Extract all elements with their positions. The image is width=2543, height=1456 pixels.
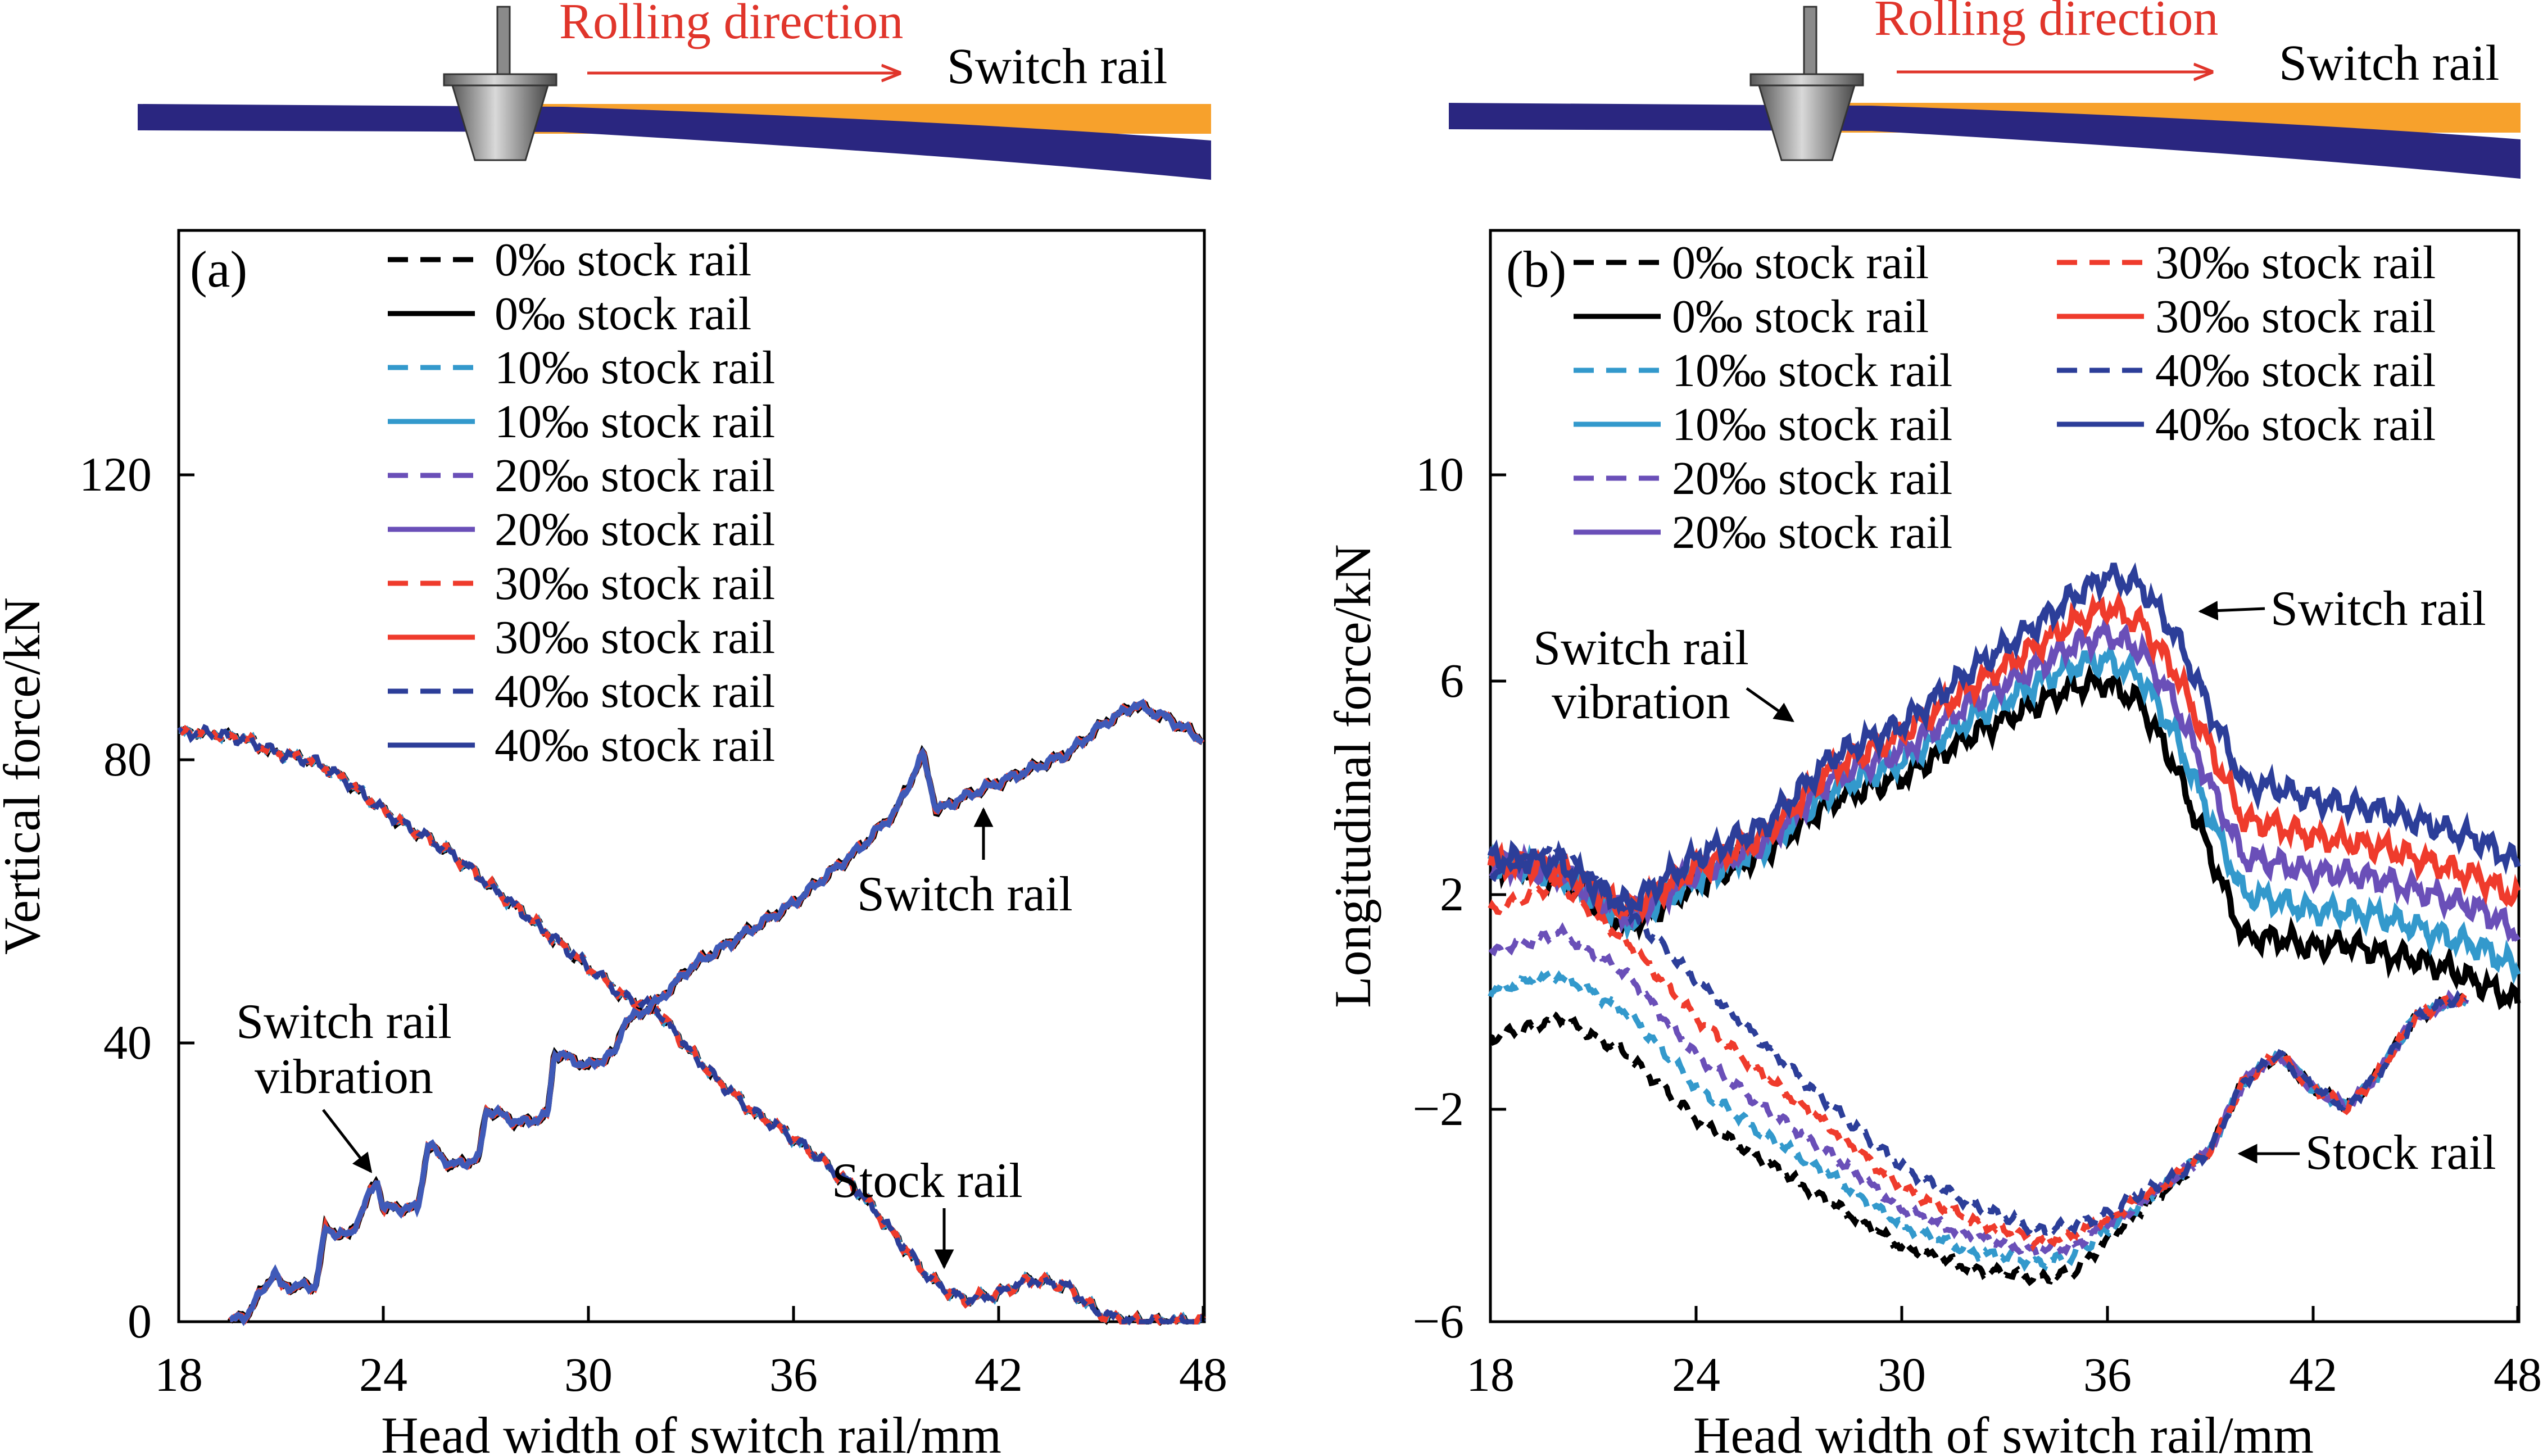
legend-b-entry: 0‰ stock rail: [1672, 291, 1929, 343]
lines-a: [177, 698, 1206, 1326]
vibration-arrow-b: [1746, 687, 1794, 723]
legend-a-entry: 20‰ stock rail: [495, 504, 775, 556]
x-tick-a-1: 24: [359, 1348, 407, 1401]
legend-a-entry: 0‰ stock rail: [495, 288, 751, 340]
rail-diagram-b: Rolling direction Switch rail: [1449, 0, 2521, 179]
legend-a: [388, 257, 475, 748]
legend-b-entry: 10‰ stock rail: [1672, 398, 1952, 451]
stock-rail-line-7: [1488, 922, 2469, 1260]
legend-a-entry: 30‰ stock rail: [495, 611, 775, 664]
y-axis-label-b: Longitudinal force/kN: [1324, 544, 1381, 1008]
switch-rail-line-0: [1488, 663, 2521, 1010]
switch-rail-line-40: [229, 698, 1204, 1326]
x-tick-a-5: 48: [1179, 1348, 1227, 1401]
ticks-b: [1489, 473, 2519, 1323]
panel-a: Rolling direction Switch rail 18 24 30: [0, 0, 1227, 1456]
y-tick-b-3: 6: [1440, 654, 1464, 707]
legend-b-entry: 30‰ stock rail: [2155, 291, 2436, 343]
stock-rail-shape: [138, 104, 1211, 180]
legend-b-entry: 0‰ stock rail: [1672, 237, 1929, 289]
vibration-annotation-b-line2: vibration: [1552, 675, 1730, 729]
panel-label-b: (b): [1506, 241, 1566, 298]
x-tick-a-2: 30: [564, 1348, 613, 1401]
y-tick-a-1: 40: [103, 1015, 152, 1069]
y-tick-b-4: 10: [1416, 447, 1464, 501]
legend-b-entry: 40‰ stock rail: [2155, 344, 2436, 397]
x-tick-b-4: 42: [2289, 1348, 2337, 1401]
x-tick-a-0: 18: [155, 1348, 203, 1401]
stock-rail-annotation-a: Stock rail: [832, 1154, 1023, 1208]
x-tick-a-4: 42: [974, 1348, 1023, 1401]
stock-rail-annotation-b: Stock rail: [2305, 1126, 2496, 1180]
y-axis-label-a: Vertical force/kN: [0, 597, 51, 955]
wheel-icon: [1749, 6, 1864, 161]
switch-rail-annotation-a: Switch rail: [857, 867, 1073, 922]
x-axis-label-a: Head width of switch rail/mm: [381, 1407, 1001, 1456]
plot-frame-a: [177, 229, 1206, 1323]
y-tick-b-1: −2: [1412, 1082, 1464, 1136]
diagram-switch-rail-label: Switch rail: [2279, 35, 2499, 91]
panel-b: Rolling direction Switch rail 18 24 30 3…: [1324, 0, 2542, 1456]
y-tick-b-0: −6: [1412, 1294, 1464, 1348]
switch-rail-annotation-b: Switch rail: [2270, 582, 2486, 636]
vibration-annotation-a-line2: vibration: [255, 1050, 433, 1104]
legend-b-entry: 30‰ stock rail: [2155, 237, 2436, 289]
vibration-annotation-a-line1: Switch rail: [236, 995, 452, 1049]
switch-rail-line-3: [1487, 591, 2521, 924]
x-axis-label-b: Head width of switch rail/mm: [1693, 1407, 2314, 1456]
legend-a-entry: 10‰ stock rail: [495, 342, 775, 394]
vibration-arrow-a: [322, 1109, 373, 1173]
rolling-direction-label: Rolling direction: [1874, 0, 2218, 46]
stock-rail-line-9: [1489, 841, 2468, 1236]
stock-rail-line-40: [177, 724, 1206, 1326]
y-tick-a-0: 0: [128, 1294, 152, 1348]
rail-diagram-a: Rolling direction Switch rail: [138, 0, 1211, 180]
legend-b-entry: 20‰ stock rail: [1672, 452, 1952, 505]
x-tick-b-0: 18: [1466, 1348, 1515, 1401]
legend-b-entry: 20‰ stock rail: [1672, 506, 1952, 559]
switch-rail-arrow-b: [2198, 601, 2265, 621]
stock-rail-shape: [1449, 103, 2521, 179]
diagram-switch-rail-label: Switch rail: [947, 39, 1167, 94]
panel-label-a: (a): [190, 241, 247, 298]
legend-a-entry: 40‰ stock rail: [495, 719, 775, 772]
legend-a-entry: 20‰ stock rail: [495, 450, 775, 502]
legend-a-entry: 40‰ stock rail: [495, 665, 775, 718]
legend-b-entry: 40‰ stock rail: [2155, 398, 2436, 451]
vibration-annotation-b-line1: Switch rail: [1533, 621, 1749, 675]
x-tick-b-5: 48: [2494, 1348, 2542, 1401]
x-tick-a-3: 36: [769, 1348, 818, 1401]
y-tick-a-2: 80: [103, 732, 152, 786]
legend-b: [1574, 260, 2144, 535]
wheel-icon: [443, 6, 557, 161]
ticks-a: [177, 473, 1205, 1323]
rolling-direction-label: Rolling direction: [559, 0, 903, 49]
legend-a-entry: 10‰ stock rail: [495, 396, 775, 448]
y-tick-b-2: 2: [1440, 867, 1464, 921]
y-tick-a-3: 120: [79, 447, 152, 501]
switch-rail-line-4: [1487, 562, 2521, 920]
legend-a-entry: 30‰ stock rail: [495, 557, 775, 610]
x-tick-b-3: 36: [2083, 1348, 2132, 1401]
lines-b: [1487, 562, 2521, 1286]
x-tick-b-2: 30: [1878, 1348, 1926, 1401]
legend-b-entry: 10‰ stock rail: [1672, 344, 1952, 397]
plot-frame-b: [1489, 229, 2521, 1323]
x-tick-b-1: 24: [1672, 1348, 1720, 1401]
legend-a-entry: 0‰ stock rail: [495, 234, 751, 286]
